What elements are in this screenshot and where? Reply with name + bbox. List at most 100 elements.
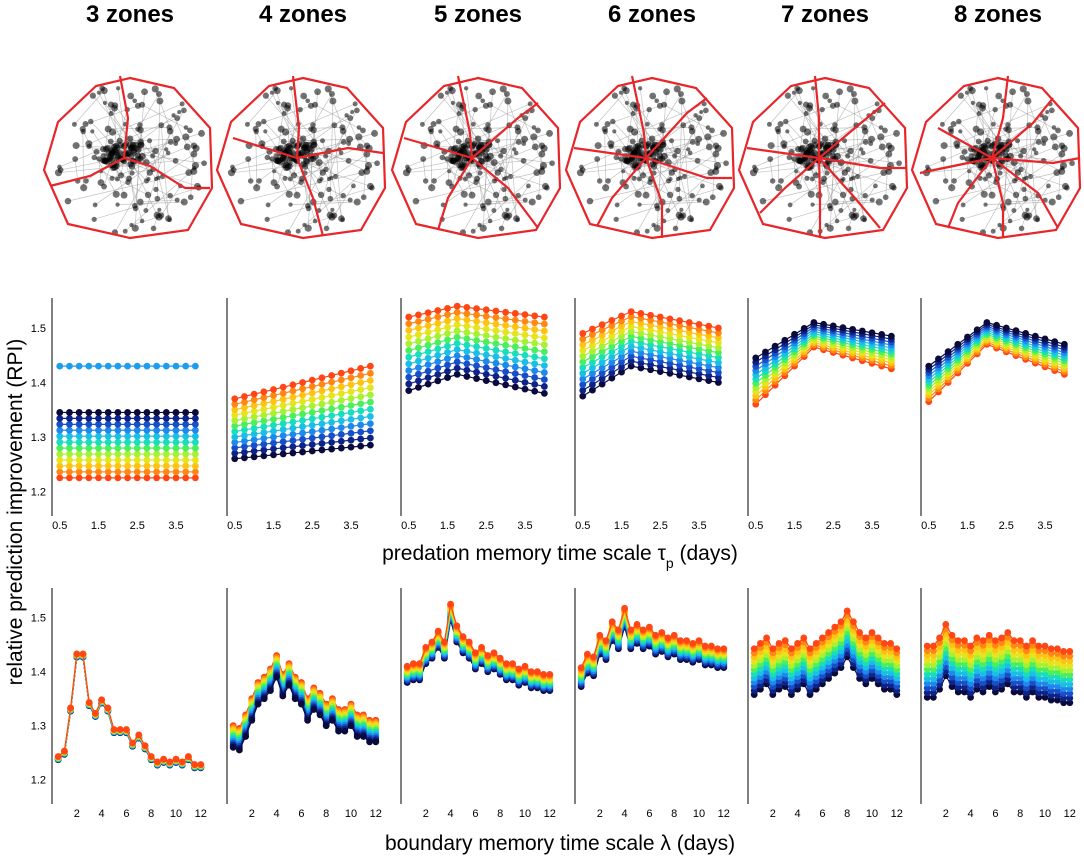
data-point xyxy=(967,675,974,683)
data-point xyxy=(862,634,870,642)
network-node xyxy=(1004,198,1012,206)
data-point xyxy=(250,430,258,438)
data-point xyxy=(683,637,690,645)
network-node xyxy=(703,107,709,114)
network-node xyxy=(514,127,522,135)
data-point xyxy=(621,604,628,612)
data-point xyxy=(509,660,516,667)
network-node xyxy=(290,172,298,179)
network-node xyxy=(831,198,839,206)
data-point xyxy=(231,428,239,435)
data-point xyxy=(95,432,102,440)
data-point xyxy=(473,336,480,344)
network-node xyxy=(610,118,616,125)
data-point xyxy=(1029,669,1036,677)
x-tick-label: 4 xyxy=(622,808,628,820)
network-edge xyxy=(942,90,973,125)
series-line xyxy=(57,653,201,766)
network-node xyxy=(638,149,645,156)
data-point xyxy=(289,406,297,413)
network-node xyxy=(297,106,303,113)
data-point xyxy=(1066,685,1074,693)
network-node xyxy=(158,122,165,129)
network-node xyxy=(360,127,366,134)
data-point xyxy=(434,627,442,635)
network-node xyxy=(956,118,962,125)
network-node xyxy=(602,184,610,192)
data-point xyxy=(98,696,105,704)
network-node xyxy=(777,120,784,128)
data-point xyxy=(95,456,102,464)
data-point xyxy=(1035,693,1043,701)
network-node xyxy=(696,197,702,203)
data-point xyxy=(930,684,937,692)
data-point xyxy=(415,351,422,358)
network-node xyxy=(653,224,661,232)
network-node xyxy=(150,225,157,232)
data-point xyxy=(299,435,306,443)
network-node xyxy=(1007,101,1014,108)
data-point xyxy=(124,444,131,452)
data-point xyxy=(270,403,277,411)
data-point xyxy=(961,674,968,682)
network-node xyxy=(1020,147,1027,155)
data-point xyxy=(1029,655,1036,663)
data-point xyxy=(618,338,625,345)
predation-panel-4: 0.5 1.5 2.5 3.5 xyxy=(226,298,374,532)
data-point xyxy=(1054,691,1061,699)
data-point xyxy=(492,359,500,367)
data-point xyxy=(182,450,190,458)
x-tick-label: 12 xyxy=(544,808,556,820)
data-point xyxy=(260,695,268,703)
data-point xyxy=(415,377,422,385)
data-point xyxy=(1060,699,1067,707)
data-point xyxy=(1029,674,1036,682)
network-node xyxy=(256,178,262,184)
data-point xyxy=(666,340,674,348)
data-point xyxy=(590,653,597,661)
data-point xyxy=(1054,659,1061,667)
network-node xyxy=(463,86,469,91)
network-node xyxy=(116,137,123,144)
network-node xyxy=(298,179,304,185)
data-point xyxy=(531,346,539,354)
data-point xyxy=(1002,324,1010,332)
data-point xyxy=(1066,690,1074,697)
data-point xyxy=(318,407,326,415)
network-node xyxy=(796,158,802,163)
data-point xyxy=(114,468,122,476)
data-point xyxy=(154,758,161,766)
data-point xyxy=(182,426,190,434)
data-point xyxy=(453,352,461,360)
network-node xyxy=(1021,211,1029,219)
data-point xyxy=(160,755,168,763)
data-point xyxy=(337,390,345,397)
network-node xyxy=(628,156,634,162)
network-node xyxy=(198,129,205,137)
network-node xyxy=(527,101,533,107)
y-tick-label: 1.3 xyxy=(31,721,46,733)
data-point xyxy=(133,456,141,464)
network-node xyxy=(512,147,517,152)
data-point xyxy=(162,456,170,464)
network-node xyxy=(767,156,774,162)
data-point xyxy=(705,347,713,355)
data-point xyxy=(676,322,684,330)
data-point xyxy=(162,444,170,452)
network-node xyxy=(786,154,792,161)
network-node xyxy=(712,150,720,158)
data-point xyxy=(1035,642,1043,650)
data-point xyxy=(589,342,596,350)
network-edge xyxy=(267,187,373,220)
network-edge xyxy=(94,187,200,220)
network-edge xyxy=(240,172,362,202)
data-point xyxy=(135,731,143,739)
data-point xyxy=(191,438,199,446)
network-node xyxy=(774,125,781,133)
network-edge xyxy=(695,115,718,166)
data-point xyxy=(930,665,937,673)
data-point xyxy=(1029,683,1036,691)
predation-panel-3: 0.5 1.5 2.5 3.51.21.31.41.5 xyxy=(31,298,199,532)
y-axis-label: relative prediction improvement (RPI) xyxy=(4,339,27,686)
data-point xyxy=(1047,696,1055,704)
